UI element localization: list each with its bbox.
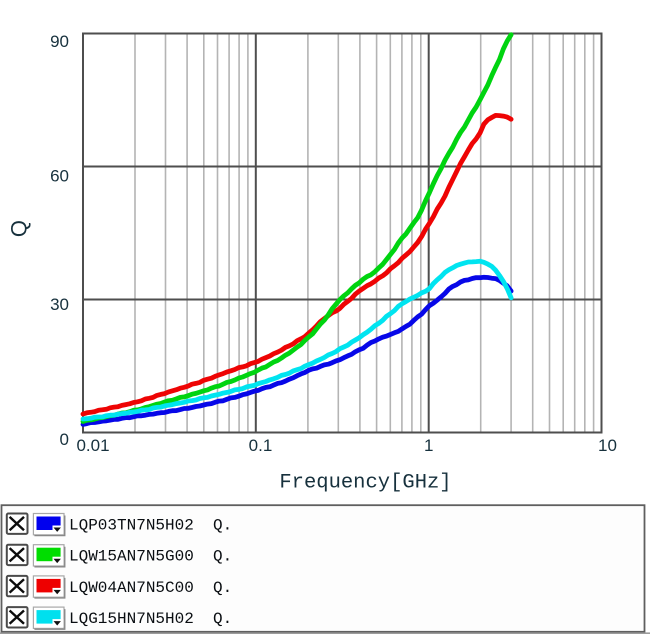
svg-text:90: 90 (50, 32, 69, 51)
svg-text:Q: Q (7, 220, 32, 237)
svg-text:LQW15AN7N5G00 Q.: LQW15AN7N5G00 Q. (69, 548, 232, 566)
svg-text:0: 0 (60, 430, 69, 449)
svg-text:1: 1 (424, 436, 433, 455)
svg-text:0.1: 0.1 (249, 436, 273, 455)
svg-text:Frequency[GHz]: Frequency[GHz] (279, 472, 451, 495)
svg-text:0.01: 0.01 (76, 436, 109, 455)
svg-text:10: 10 (598, 436, 617, 455)
svg-text:LQW04AN7N5C00 Q.: LQW04AN7N5C00 Q. (69, 579, 232, 597)
svg-text:30: 30 (50, 295, 69, 314)
svg-text:LQG15HN7N5H02 Q.: LQG15HN7N5H02 Q. (69, 610, 232, 628)
svg-text:60: 60 (50, 167, 69, 186)
svg-text:LQP03TN7N5H02 Q.: LQP03TN7N5H02 Q. (69, 516, 232, 534)
